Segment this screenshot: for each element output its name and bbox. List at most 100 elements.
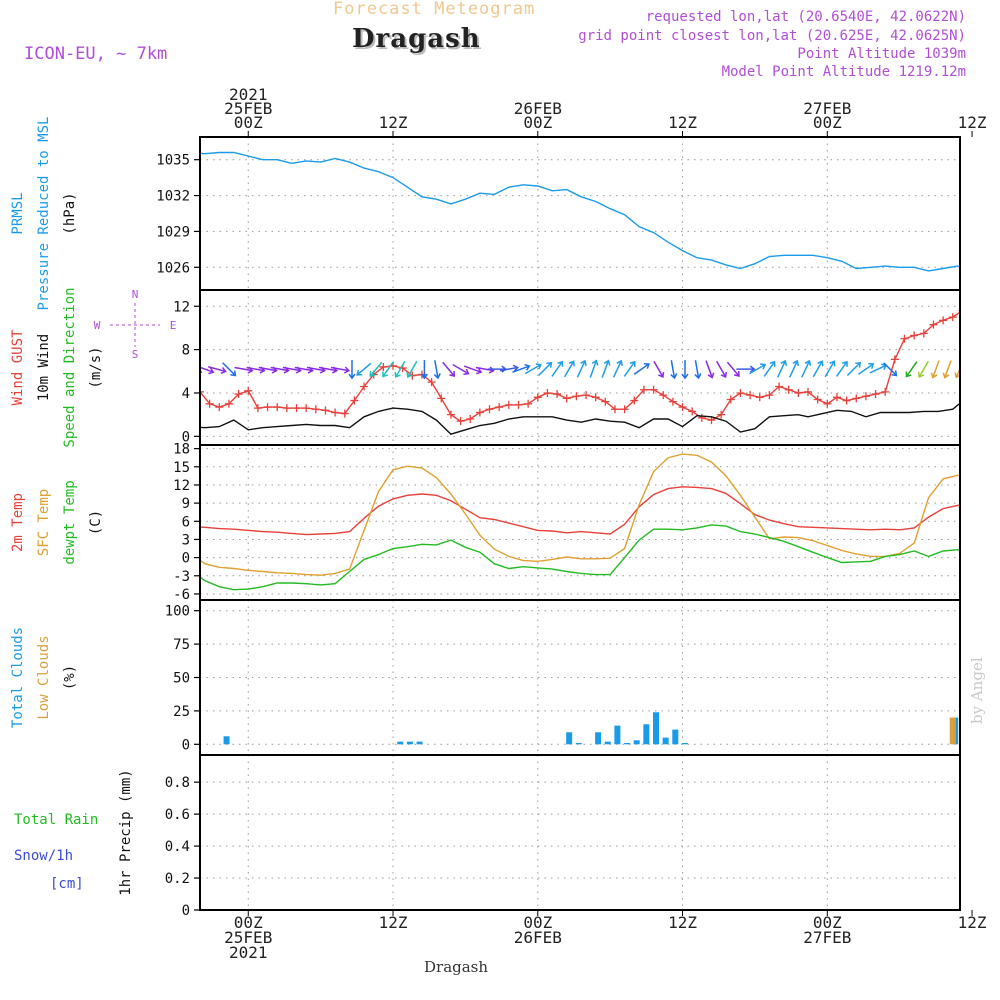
wind-arrow-head [707, 372, 715, 379]
bar-total [979, 668, 985, 744]
gust-marker [688, 407, 697, 416]
wind-arrow-head [868, 363, 875, 369]
wind-arrow-head [942, 372, 950, 379]
series-pressure-line [200, 151, 960, 272]
gust-marker [533, 393, 542, 402]
wind-arrow-head [829, 360, 836, 367]
time-label: 2021 [229, 943, 268, 962]
wind-arrow-shaft [282, 366, 301, 372]
bar-total [643, 724, 650, 745]
wind-arrow-head [591, 359, 599, 366]
panel-frame [199, 136, 961, 291]
bar-total [662, 737, 669, 745]
gust-marker [253, 404, 262, 413]
axis-label: 1hr Precip (mm) [118, 769, 134, 895]
axis-label: 10m Wind [36, 334, 52, 401]
wind-arrow [234, 366, 254, 374]
wind-arrow-shaft [318, 366, 337, 372]
series-gust-line [200, 311, 960, 422]
wind-arrow-shaft [576, 360, 586, 378]
wind-arrow [905, 361, 918, 378]
bar-total [653, 712, 659, 745]
panel-frame [199, 754, 961, 911]
wind-arrow-head [841, 360, 848, 367]
series-sfc-line [200, 453, 960, 576]
wind-arrow [917, 360, 929, 378]
time-label: 27FEB [803, 928, 851, 947]
wind-arrow-head [535, 363, 542, 370]
wind-arrow [406, 360, 418, 378]
time-label: 12Z [958, 913, 987, 932]
y-tick-label: 50 [173, 671, 190, 687]
series-dewpt-line [200, 524, 960, 591]
wind-arrow-head [603, 359, 611, 366]
wind-arrow [858, 363, 875, 375]
wind-arrow-head [220, 367, 227, 374]
bar-total [996, 676, 1000, 744]
wind-arrow [222, 362, 237, 377]
wind-arrow-head [568, 360, 575, 367]
wind-arrow-head [989, 372, 996, 378]
time-label: 27FEB [803, 99, 851, 118]
wind-arrow-shaft [749, 363, 766, 375]
gust-marker [832, 393, 841, 402]
compass-west: W [94, 319, 101, 332]
wind-arrow-shaft [633, 363, 650, 375]
y-tick-label: -3 [173, 569, 190, 585]
axis-label: Total Clouds [10, 627, 26, 728]
gust-marker [582, 391, 591, 400]
wind-arrow-head [643, 363, 650, 369]
wind-arrow-shaft [200, 365, 202, 373]
gust-marker [543, 388, 552, 397]
wind-arrow-shaft [551, 361, 563, 377]
wind-arrow-shaft [858, 363, 874, 375]
gust-marker [726, 395, 735, 404]
wind-arrow [633, 363, 650, 375]
gust-marker [427, 378, 436, 387]
gust-marker [504, 400, 513, 409]
gust-marker [929, 320, 938, 329]
plot-area-wind [200, 309, 996, 435]
gust-marker [200, 387, 204, 396]
gust-marker [784, 385, 793, 394]
wind-arrow-head [905, 371, 912, 378]
gust-marker [978, 322, 986, 330]
y-tick-label: 0.8 [165, 775, 190, 791]
panel-precip: 0 0.2 0.4 0.6 0.8 1hr Precip (mm) Total Rain Sn… [14, 754, 961, 919]
gust-marker [591, 393, 600, 402]
wind-arrow-head [557, 360, 564, 367]
product-title: Forecast Meteogram [333, 0, 536, 19]
wind-arrow-shaft [369, 361, 383, 377]
wind-arrow-head [966, 372, 973, 378]
gust-marker [678, 403, 687, 412]
panel-pressure: 1026 1029 1032 1035 PRMSL Pressure Reduced to… [10, 117, 961, 310]
wind-arrow [589, 359, 599, 378]
gust-marker [446, 410, 455, 419]
gust-marker [350, 396, 359, 405]
wind-arrow-shaft [836, 361, 848, 377]
wind-arrow-head [512, 364, 519, 372]
y-tick-label: 75 [173, 637, 190, 653]
bar-total [566, 732, 573, 745]
left-labels-clouds: Total Clouds Low Clouds (%) [10, 627, 78, 728]
wind-arrow-shaft [524, 363, 542, 375]
panel-wind: 0 4 8 12 N S W E Wind GUST 10m Wind Speed and Dire… [10, 287, 996, 448]
wind-arrow-head [804, 359, 812, 366]
gust-marker [755, 393, 764, 402]
wind-arrow-head [200, 367, 203, 375]
panel-frame [199, 444, 961, 601]
y-tick-label: 0 [182, 551, 190, 567]
gust-marker [485, 405, 494, 414]
bar-total [416, 741, 423, 745]
wind-arrow-head [394, 371, 401, 378]
time-label: 00Z [523, 113, 552, 132]
gust-marker [717, 410, 726, 419]
wind-arrow-head [420, 373, 428, 380]
gust-marker [456, 417, 465, 426]
wind-arrow-shaft [452, 363, 469, 375]
axis-label: (%) [62, 665, 78, 690]
y-tick-label: 4 [182, 386, 190, 402]
model-altitude: Model Point Altitude 1219.12m [721, 64, 966, 80]
wind-arrow-shaft [763, 361, 776, 377]
